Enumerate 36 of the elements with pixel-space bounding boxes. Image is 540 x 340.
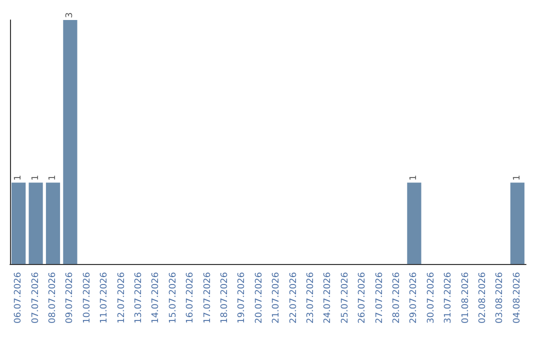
x-tick-label: 28.07.2026	[392, 272, 402, 324]
data-label: 1	[409, 174, 420, 181]
data-label: 1	[48, 174, 58, 181]
x-tick-label: 21.07.2026	[272, 272, 282, 324]
x-tick-label: 12.07.2026	[116, 272, 127, 324]
x-tick-label: 14.07.2026	[151, 272, 162, 324]
x-tick-label: 03.08.2026	[495, 272, 506, 324]
x-tick-label: 22.07.2026	[288, 272, 299, 324]
x-tick-label: 25.07.2026	[340, 272, 350, 324]
x-tick-label: 02.08.2026	[478, 272, 488, 324]
x-tick-label: 17.07.2026	[202, 272, 213, 324]
x-tick-label: 20.07.2026	[254, 272, 264, 324]
x-tick-label: 26.07.2026	[358, 272, 368, 324]
x-tick-label: 10.07.2026	[82, 272, 92, 324]
x-tick-label: 16.07.2026	[186, 272, 196, 324]
x-tick-label: 04.08.2026	[512, 272, 522, 324]
x-tick-label: 11.07.2026	[100, 272, 110, 324]
x-tick-label: 23.07.2026	[306, 272, 316, 324]
x-tick-label: 18.07.2026	[220, 272, 230, 324]
data-label: 1	[512, 174, 522, 181]
x-tick-label: 24.07.2026	[323, 272, 334, 324]
data-label: 3	[65, 12, 76, 18]
x-tick-label: 15.07.2026	[168, 272, 178, 324]
x-tick-label: 31.07.2026	[444, 272, 454, 324]
x-tick-label: 19.07.2026	[237, 272, 248, 324]
x-tick-label: 07.07.2026	[30, 272, 41, 324]
x-tick-label: 06.07.2026	[14, 272, 24, 324]
x-tick-label: 29.07.2026	[409, 272, 420, 324]
x-tick-label: 13.07.2026	[134, 272, 144, 324]
data-label: 1	[14, 174, 24, 181]
x-tick-label: 09.07.2026	[65, 272, 76, 324]
x-tick-label: 01.08.2026	[460, 272, 471, 324]
x-tick-label: 30.07.2026	[426, 272, 436, 324]
x-tick-label: 08.07.2026	[48, 272, 58, 324]
x-tick-label: 27.07.2026	[374, 272, 385, 324]
data-label: 1	[30, 174, 41, 181]
